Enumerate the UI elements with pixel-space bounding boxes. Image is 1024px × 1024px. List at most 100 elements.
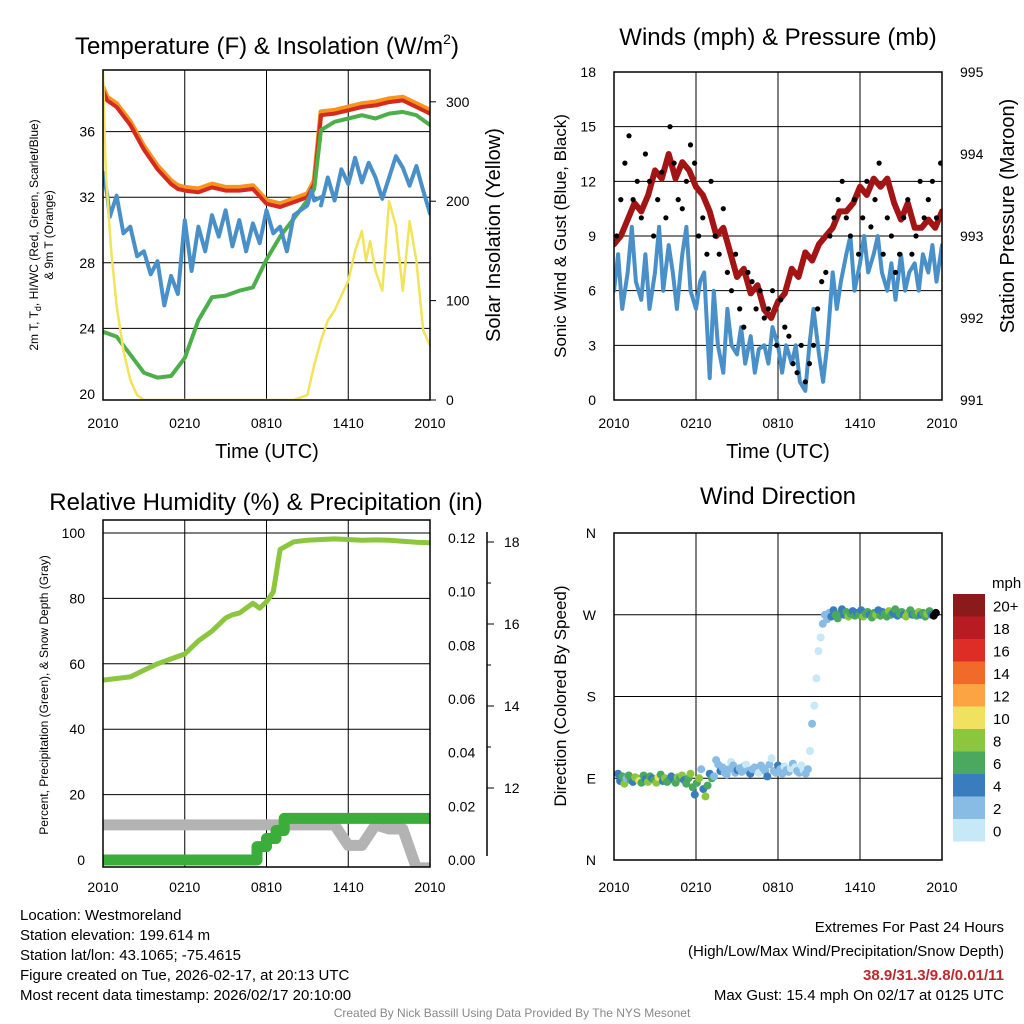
y-tick-label-precip: 0.00 bbox=[448, 852, 475, 868]
y-tick-label-left: 80 bbox=[69, 590, 85, 606]
gust-point bbox=[683, 178, 690, 184]
gust-point bbox=[839, 178, 845, 184]
gust-point bbox=[851, 197, 858, 203]
y-tick-label-left: 9 bbox=[588, 228, 596, 244]
y-tick-label-snow: 18 bbox=[504, 534, 520, 550]
temperature-title: Temperature (F) & Insolation (W/m2) bbox=[75, 31, 459, 60]
colorbar-tick-label: 8 bbox=[993, 733, 1001, 750]
x-tick-label: 1410 bbox=[333, 415, 364, 431]
y-tick-label-left: 100 bbox=[62, 525, 86, 541]
direction-ylabel-left: Direction (Colored By Speed) bbox=[551, 585, 570, 806]
gust-point bbox=[860, 215, 866, 221]
y-tick-label-precip: 0.12 bbox=[448, 530, 475, 546]
series-line-wind-chill bbox=[103, 170, 323, 308]
gust-point bbox=[938, 160, 942, 166]
series-line-station-pressure bbox=[614, 151, 942, 321]
x-tick-label: 2010 bbox=[926, 415, 957, 431]
gust-point bbox=[901, 215, 907, 221]
colorbar-swatch bbox=[953, 684, 985, 707]
y-tick-label-left: 40 bbox=[69, 721, 85, 737]
gust-point bbox=[794, 370, 800, 376]
y-tick-label-precip: 0.08 bbox=[448, 637, 475, 653]
direction-point bbox=[695, 774, 704, 783]
direction-point bbox=[710, 772, 718, 781]
colorbar-swatch bbox=[953, 639, 985, 662]
extremes-title: Extremes For Past 24 Hours bbox=[814, 919, 1004, 936]
temperature-ylabel-right: Solar Insolation (Yellow) bbox=[483, 128, 505, 342]
gust-point bbox=[667, 124, 673, 130]
x-tick-label: 2010 bbox=[414, 415, 445, 431]
gust-point bbox=[933, 215, 940, 221]
colorbar-swatch bbox=[953, 594, 985, 617]
winds-xlabel: Time (UTC) bbox=[726, 441, 830, 463]
y-tick-label-precip: 0.06 bbox=[448, 691, 475, 707]
x-tick-label: 0810 bbox=[251, 879, 282, 895]
gust-point bbox=[708, 178, 714, 184]
series-line-precipitation bbox=[103, 812, 430, 866]
gust-point bbox=[700, 215, 706, 221]
y-tick-label-left: 0 bbox=[77, 852, 85, 868]
y-tick-label-right: 991 bbox=[960, 392, 984, 408]
direction-point bbox=[690, 790, 699, 799]
gust-point bbox=[819, 279, 825, 285]
colorbar-swatch bbox=[953, 819, 985, 842]
extremes-description: (High/Low/Max Wind/Precipitation/Snow De… bbox=[688, 943, 1004, 960]
temperature-ylabel-left-line1: 2m T, Td, HI/WC (Red, Green, Scarlet/Blu… bbox=[27, 119, 43, 350]
direction-title: Wind Direction bbox=[700, 483, 856, 510]
x-tick-label: 0210 bbox=[169, 415, 200, 431]
series-line-solar-insolation bbox=[103, 70, 430, 400]
winds-title: Winds (mph) & Pressure (mb) bbox=[619, 24, 936, 51]
y-tick-label-left: E bbox=[587, 770, 596, 786]
colorbar-tick-label: 6 bbox=[993, 756, 1001, 773]
x-tick-label: 0210 bbox=[680, 415, 711, 431]
gust-point bbox=[892, 269, 899, 275]
y-tick-label-left: N bbox=[586, 525, 596, 541]
y-tick-label-precip: 0.02 bbox=[448, 798, 475, 814]
temperature-ticks: 2010 0210 0810 1410 2010 20 24 28 32 36 0 100 200 300 bbox=[79, 94, 469, 431]
gust-point bbox=[831, 215, 837, 221]
temperature-series bbox=[103, 70, 430, 400]
direction-point bbox=[763, 772, 772, 781]
gust-point bbox=[913, 233, 919, 239]
gust-point bbox=[659, 169, 665, 175]
gust-point bbox=[622, 160, 628, 166]
winds-frame bbox=[613, 71, 943, 401]
gust-point bbox=[769, 288, 776, 294]
y-tick-label-left: N bbox=[586, 852, 596, 868]
humidity-panel: Relative Humidity (%) & Precipitation (i… bbox=[37, 489, 520, 895]
gust-point bbox=[704, 251, 710, 257]
gust-point bbox=[856, 251, 862, 257]
gust-point bbox=[806, 361, 813, 367]
colorbar-swatch bbox=[953, 774, 985, 797]
y-tick-label-right: 200 bbox=[446, 193, 470, 209]
humidity-ylabel-left: Percent, Precipitation (Green), & Snow D… bbox=[37, 555, 51, 834]
winds-ylabel-right: Station Pressure (Maroon) bbox=[997, 99, 1019, 334]
direction-point bbox=[808, 719, 817, 728]
direction-point bbox=[703, 781, 712, 790]
gust-point bbox=[749, 279, 755, 285]
direction-grid bbox=[614, 533, 942, 860]
colorbar-tick-label: 20+ bbox=[993, 598, 1019, 615]
gust-point bbox=[823, 269, 829, 275]
gust-point bbox=[802, 379, 808, 385]
winds-series bbox=[614, 124, 942, 393]
gust-point bbox=[778, 297, 784, 303]
series-line-relative-humidity bbox=[103, 536, 430, 683]
gust-point bbox=[618, 197, 624, 203]
temperature-frame bbox=[102, 69, 431, 401]
created-text: Figure created on Tue, 2026-02-17, at 20… bbox=[20, 967, 350, 984]
gust-point bbox=[876, 160, 882, 166]
y-tick-label-snow: 12 bbox=[504, 780, 520, 796]
colorbar-swatch bbox=[953, 616, 985, 639]
direction-point bbox=[701, 792, 710, 801]
x-tick-label: 0210 bbox=[680, 879, 711, 895]
y-tick-label-snow: 16 bbox=[504, 616, 520, 632]
y-tick-label-right: 995 bbox=[960, 64, 984, 80]
direction-series bbox=[614, 605, 940, 801]
gust-point bbox=[634, 178, 640, 184]
x-tick-label: 0810 bbox=[762, 879, 793, 895]
gust-point bbox=[720, 206, 726, 212]
humidity-title: Relative Humidity (%) & Precipitation (i… bbox=[49, 489, 482, 516]
